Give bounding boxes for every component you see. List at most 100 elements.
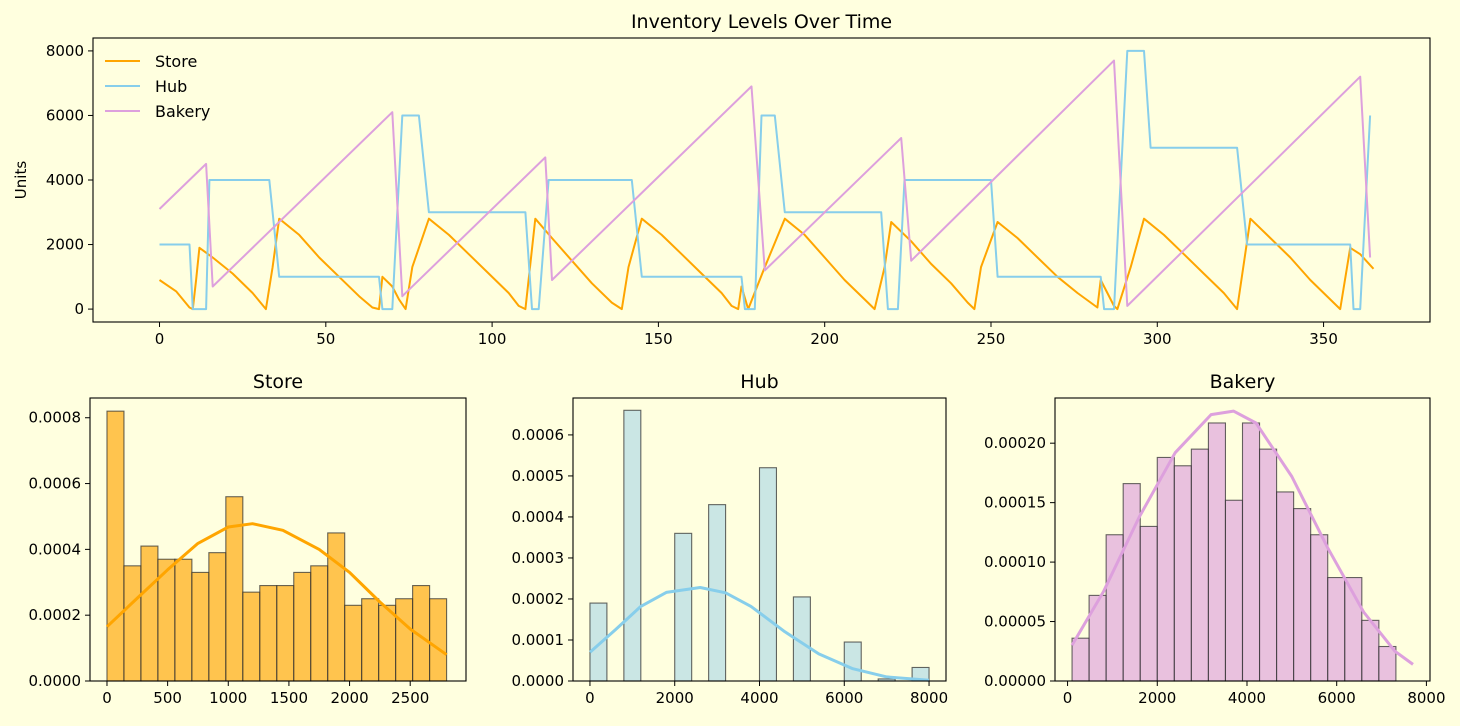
histogram-bar (140, 545, 159, 682)
y-axis-label: Units (12, 161, 30, 200)
y-tick-label: 0.0005 (512, 467, 565, 485)
histogram-bar (259, 585, 278, 682)
series-line-store (158, 217, 1375, 311)
histogram-bar (1122, 483, 1141, 682)
histogram-bar (1378, 645, 1397, 682)
y-tick-label: 0.0002 (29, 606, 82, 624)
histogram-bar (327, 532, 346, 682)
histogram-bar (208, 552, 227, 682)
histogram-bar (1088, 594, 1107, 682)
y-tick-label: 0.0001 (512, 631, 565, 649)
histogram-bar (1224, 499, 1244, 682)
y-tick-label: 0.00005 (984, 613, 1046, 631)
histogram-bar (1293, 508, 1312, 682)
y-tick-label: 6000 (46, 106, 84, 124)
axes-frame (92, 37, 1431, 323)
histogram-bar (1173, 465, 1192, 682)
x-tick-label: 300 (1143, 330, 1172, 348)
kde-curve (589, 586, 930, 682)
x-tick-label: 150 (644, 330, 673, 348)
axes-frame (1054, 397, 1431, 682)
y-tick-label: 0.0004 (512, 508, 565, 526)
hub-histogram: 0 2000 4000 6000 8000 0.0000 0.0001 0.0002 0.000… (512, 371, 949, 707)
chart-title: Bakery (1210, 371, 1276, 393)
axes-frame (89, 397, 467, 682)
y-tick-label: 0.00010 (984, 553, 1046, 571)
x-tick-label: 2000 (330, 689, 368, 707)
y-tick-label: 0.0003 (512, 549, 565, 567)
histogram-bar (174, 558, 193, 682)
x-tick-label: 6000 (825, 689, 863, 707)
y-tick-label: 0.00015 (984, 494, 1046, 512)
histogram-bar (344, 604, 363, 682)
series-line-bakery (158, 59, 1372, 307)
histogram-bar (242, 591, 261, 682)
x-tick-label: 250 (977, 330, 1006, 348)
x-tick-label: 0 (155, 330, 165, 348)
y-tick-label: 0.0008 (29, 409, 82, 427)
y-tick-label: 0 (74, 300, 84, 318)
histogram-bar (106, 410, 125, 682)
y-tick-label: 0.0004 (29, 540, 82, 558)
store-histogram: 0 500 1000 1500 2000 2500 0.0000 0.0002 0.0004 0.… (29, 371, 467, 707)
y-tick-label: 0.0002 (512, 590, 565, 608)
chart-title: Store (253, 371, 303, 393)
x-tick-label: 2000 (1138, 689, 1176, 707)
x-tick-label: 350 (1309, 330, 1338, 348)
legend-label-store: Store (155, 52, 197, 71)
x-tick-label: 1000 (209, 689, 247, 707)
x-tick-label: 8000 (910, 689, 948, 707)
histogram-bar (123, 565, 142, 682)
y-tick-label: 2000 (46, 236, 84, 254)
histogram-bar (1207, 422, 1227, 682)
y-tick-label: 0.0000 (29, 672, 82, 690)
x-tick-label: 200 (810, 330, 839, 348)
legend: Store Hub Bakery (105, 52, 210, 121)
histogram-bar (1310, 534, 1329, 682)
histogram-bar (429, 598, 448, 682)
histogram-bar (1071, 637, 1090, 682)
histogram-bar (1327, 577, 1346, 682)
x-tick-label: 100 (478, 330, 507, 348)
histogram-bar (758, 467, 778, 682)
histogram-bar (1190, 448, 1209, 682)
histogram-bar (293, 571, 312, 682)
x-tick-label: 4000 (740, 689, 778, 707)
histogram-bar (191, 571, 210, 682)
y-tick-label: 4000 (46, 171, 84, 189)
legend-label-hub: Hub (155, 77, 187, 96)
histogram-bar (1241, 422, 1261, 682)
histogram-bar (378, 604, 397, 682)
y-tick-label: 0.0006 (512, 426, 565, 444)
histogram-bar (361, 598, 380, 682)
histogram-bar (623, 409, 642, 682)
histogram-bar (1258, 448, 1278, 682)
x-tick-label: 1500 (270, 689, 308, 707)
series-line-hub (159, 49, 1372, 311)
histogram-bar (1156, 456, 1175, 682)
x-tick-label: 0 (1063, 689, 1073, 707)
chart-title: Inventory Levels Over Time (631, 11, 892, 33)
histogram-bar (1139, 525, 1158, 682)
bakery-histogram: 0 2000 4000 6000 8000 0.00000 0.00005 0.00010 0.… (984, 371, 1446, 707)
kde-curve (1070, 409, 1414, 666)
x-tick-label: 0 (102, 689, 112, 707)
kde-curve (105, 522, 448, 656)
x-tick-label: 500 (153, 689, 182, 707)
histogram-bar (395, 598, 414, 682)
histogram-bar (1276, 491, 1295, 682)
y-tick-label: 8000 (46, 42, 84, 60)
x-tick-label: 6000 (1318, 689, 1356, 707)
y-tick-label: 0.0000 (512, 672, 565, 690)
y-tick-label: 0.00020 (984, 434, 1046, 452)
y-tick-label: 0.00000 (984, 672, 1046, 690)
inventory-line-chart: 0 50 100 150 200 250 300 350 0 2000 4000 6000 8000 In… (12, 11, 1431, 348)
x-tick-label: 4000 (1228, 689, 1266, 707)
chart-title: Hub (740, 371, 778, 393)
histogram-bar (589, 602, 608, 682)
x-tick-label: 8000 (1407, 689, 1445, 707)
legend-label-bakery: Bakery (155, 102, 210, 121)
x-tick-label: 2000 (656, 689, 694, 707)
histogram-bar (843, 641, 862, 682)
